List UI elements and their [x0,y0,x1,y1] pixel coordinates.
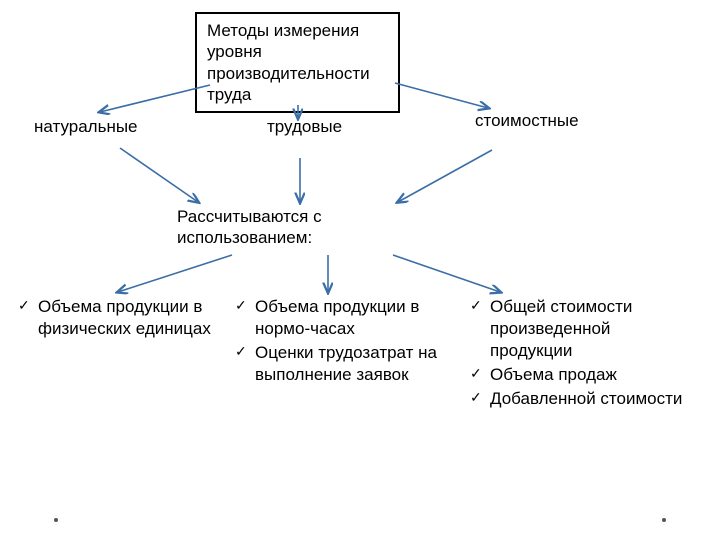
checklist-right-ul: Общей стоимости произведенной продукцииО… [470,296,690,410]
arrow [398,150,492,202]
checklist-item: Добавленной стоимости [470,388,690,410]
checklist-item: Объема продаж [470,364,690,386]
mid-text: Рассчитываются с использованием: [177,206,387,249]
arrow [120,148,198,202]
node-labor: трудовые [267,116,357,137]
arrow [395,83,488,108]
root-title-box: Методы измерения уровня производительнос… [195,12,400,113]
checklist-mid: Объема продукции в нормо-часахОценки тру… [235,296,460,388]
checklist-item: Объема продукции в физических единицах [18,296,223,340]
checklist-mid-ul: Объема продукции в нормо-часахОценки тру… [235,296,460,386]
corner-dot-br [662,518,666,522]
checklist-right: Общей стоимости произведенной продукцииО… [470,296,690,412]
arrow [118,255,232,292]
arrow [100,85,210,112]
node-cost: стоимостные [475,110,585,131]
checklist-item: Общей стоимости произведенной продукции [470,296,690,362]
arrow [393,255,500,292]
corner-dot-bl [54,518,58,522]
checklist-left: Объема продукции в физических единицах [18,296,223,342]
node-natural: натуральные [34,116,164,137]
checklist-item: Оценки трудозатрат на выполнение заявок [235,342,460,386]
checklist-item: Объема продукции в нормо-часах [235,296,460,340]
checklist-left-ul: Объема продукции в физических единицах [18,296,223,340]
